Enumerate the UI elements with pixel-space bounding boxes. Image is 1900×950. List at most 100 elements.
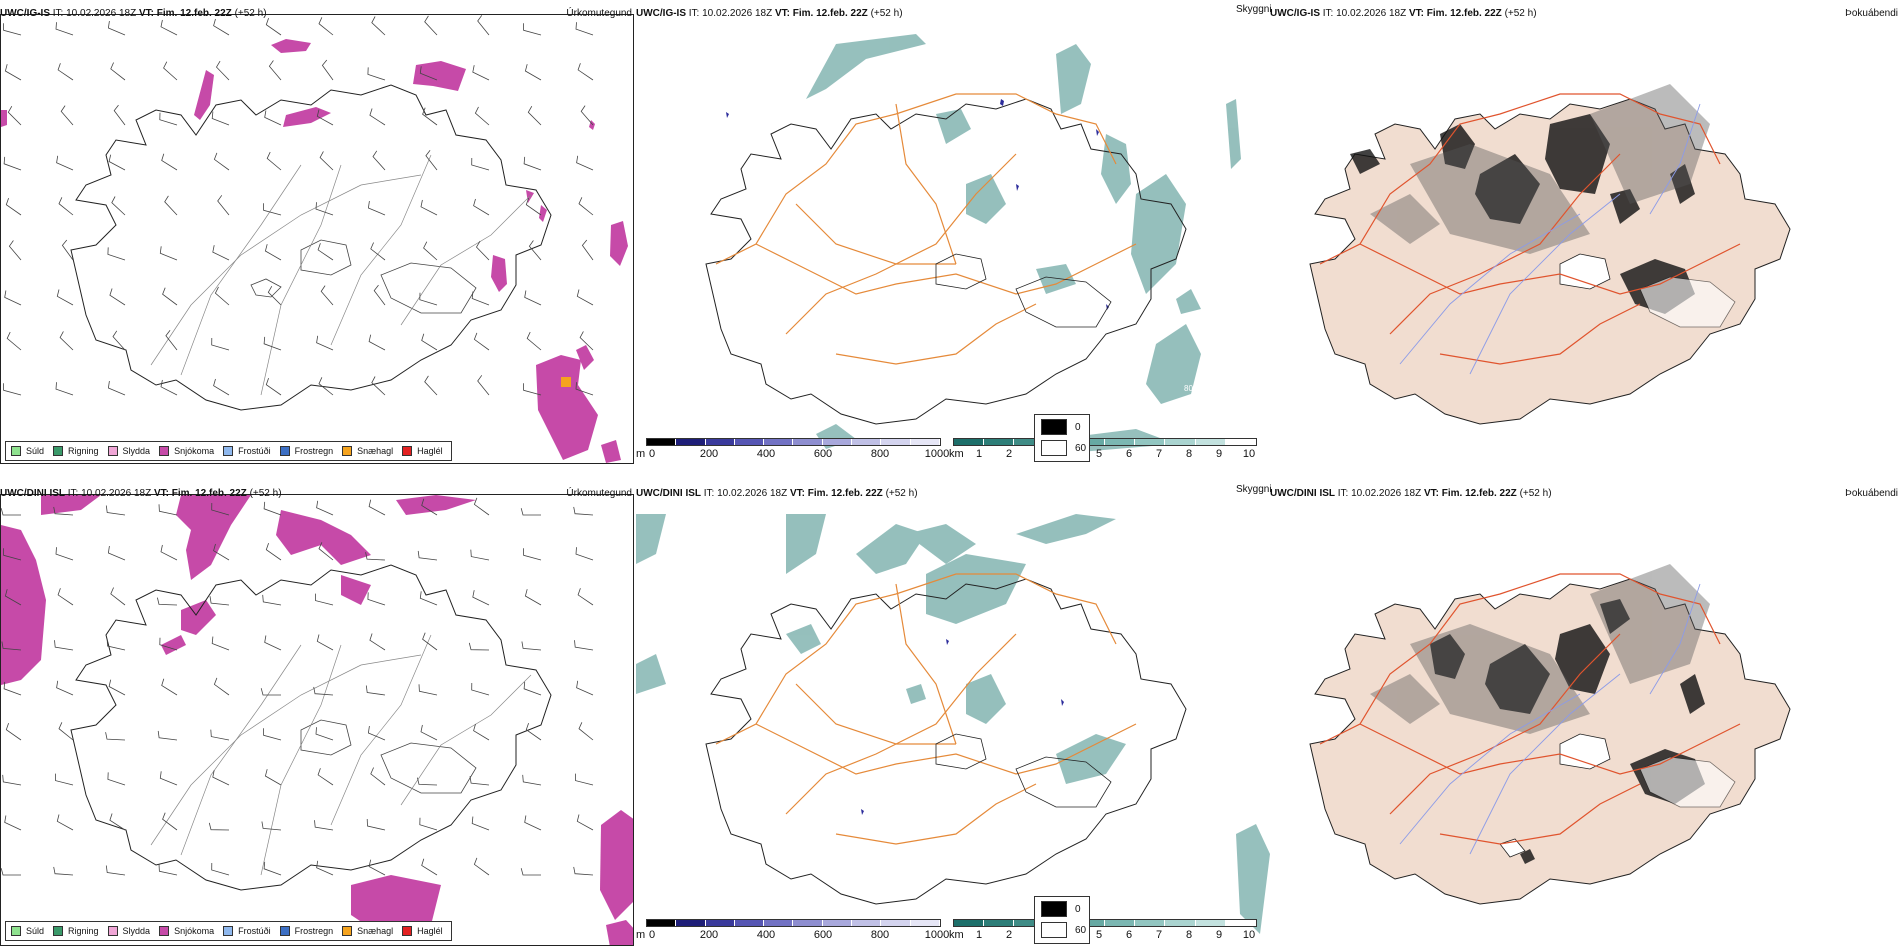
wind-barb [316,500,334,516]
wind-barb [105,505,126,516]
wind-barb [577,63,594,81]
fog-label-low: 60 [1075,924,1087,936]
wind-barb [164,195,178,216]
precip-legend-1: Súld Rigning Slydda Snjókoma Frostúði Fr… [5,441,452,461]
wind-barb [419,591,438,606]
wind-barb [318,377,334,396]
fog-swatch-high [1041,901,1067,917]
precip-title: Úrkomutegund [566,8,632,19]
wind-barb [419,66,438,81]
wind-barb [473,198,490,216]
wind-barb [211,636,230,651]
colorbar-tick-label: 1 [975,929,983,941]
swatch [53,926,64,936]
legend-item-frostudi: Frostúði [223,446,271,456]
wind-barb [58,722,74,741]
colorbar-segment [881,920,911,926]
fog-map-2 [1309,564,1791,905]
vt-value: Fim. 12.feb. 22Z [156,8,232,19]
wind-barb [158,504,178,516]
ceiling-strip [646,438,941,446]
cloud-panel-2: UWC/DINI ISL IT: 10.02.2026 18Z VT: Fim.… [636,484,1272,950]
wind-barb [576,680,594,696]
colorbar-segment [852,439,882,445]
wind-barb [56,155,74,171]
wind-barb [520,868,541,876]
wind-barb [420,724,438,741]
cloud-header-2: UWC/DINI ISL IT: 10.02.2026 18Z VT: Fim.… [636,486,1270,502]
fog-panel-2: UWC/DINI ISL IT: 10.02.2026 18Z VT: Fim.… [1034,488,1900,950]
fog-panel-1: UWC/IG-IS IT: 10.02.2026 18Z VT: Fim. 12… [1034,8,1900,464]
wind-barb [265,542,282,561]
legend-label: Snjókoma [174,926,215,936]
wind-barb [523,681,542,696]
it-value: 10.02.2026 18Z [702,8,773,19]
wind-barb [268,60,282,81]
precip-panel-2: Súld Rigning Slydda Snjókoma Frostúði Fr… [0,488,634,950]
colorbar-tick-label: 10 [1242,448,1256,460]
wind-barb [165,329,178,351]
wind-barb [106,638,126,651]
colorbar-segment [954,920,985,926]
wind-barb [318,17,334,36]
visibility-colorbar-1: km 12345678910 [949,438,1270,466]
wind-barb [55,773,74,786]
wind-barb [265,377,282,396]
colorbar-tick-label: 800 [870,929,890,941]
wind-barb [211,111,230,126]
vt-label: VT: [153,488,169,499]
wind-barb [211,502,230,516]
wind-barb [211,337,230,351]
wind-barb [263,861,282,876]
cloud-title: Skyggni [1236,484,1272,495]
swatch [159,446,170,456]
wind-barb [475,240,490,261]
wind-barb [4,815,22,831]
wind-barb [421,333,438,351]
wind-barb [212,245,230,261]
wind-barb [423,241,438,261]
wind-barb [1,868,21,876]
wind-barb [425,149,438,171]
wind-barb [57,588,74,606]
wind-barb [424,375,438,396]
colorbar-segment [705,439,735,445]
wind-barb [575,547,594,561]
wind-barb [576,155,594,171]
legend-item-snaehagl: Snæhagl [342,926,393,936]
colorbar-segment [954,439,985,445]
wind-barb [474,106,490,126]
wind-barb [160,544,178,561]
wind-barb [264,110,282,126]
wind-barb [107,545,126,561]
vt-value: Fim. 12.feb. 22Z [807,488,883,499]
visibility-unit: km [949,929,964,941]
swatch [107,446,118,456]
wind-barb [317,243,334,261]
fog-header-1: UWC/IG-IS IT: 10.02.2026 18Z VT: Fim. 12… [1270,6,1900,22]
wind-barb [367,592,386,606]
wind-barb [576,289,594,306]
precip-panel-1: Súld Rigning Slydda Snjókoma Frostúði Fr… [0,8,634,464]
wind-barb [473,497,490,516]
wind-barb [260,688,281,696]
wind-barb [157,730,178,741]
wind-barb [419,817,438,831]
wind-barb [521,641,542,651]
colorbar-segment [764,920,794,926]
colorbar-segment [705,920,735,926]
vt-label: VT: [789,488,805,499]
wind-barb [524,64,542,81]
wind-barb [473,332,490,351]
wind-barb [477,375,490,396]
wind-barb [264,244,282,261]
legend-item-sudd: Súld [11,446,44,456]
colorbar-segment [852,920,882,926]
cloud-panel-1: UWC/IG-IS IT: 10.02.2026 18Z VT: Fim. 12… [636,4,1272,466]
wind-barb [422,632,438,651]
wind-barb [111,196,126,216]
wind-barb [579,331,594,351]
wind-barb [163,61,178,81]
legend-label: Frostregn [294,446,334,456]
wind-barb [7,106,22,126]
